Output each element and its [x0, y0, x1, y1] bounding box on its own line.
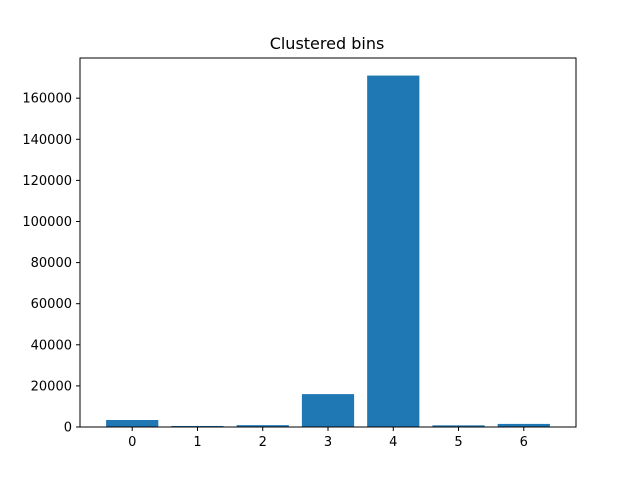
x-tick-label-2: 2 — [259, 435, 267, 450]
y-tick-label-20000: 20000 — [31, 379, 72, 394]
chart-title: Clustered bins — [270, 34, 385, 53]
y-tick-label-0: 0 — [64, 421, 72, 436]
y-tick-label-140000: 140000 — [22, 133, 72, 148]
x-tick-label-4: 4 — [389, 435, 397, 450]
y-tick-label-100000: 100000 — [22, 215, 72, 230]
bars-group — [106, 75, 550, 428]
bar-0 — [106, 420, 159, 427]
bar-5 — [432, 425, 485, 427]
y-tick-label-80000: 80000 — [31, 256, 72, 271]
bar-4 — [367, 75, 420, 428]
x-tick-label-6: 6 — [520, 435, 528, 450]
plot-frame — [79, 57, 577, 428]
y-tick-label-120000: 120000 — [22, 174, 72, 189]
bar-3 — [301, 394, 355, 427]
x-tick-label-0: 0 — [128, 435, 136, 450]
x-axis-ticks: 0 1 2 3 4 5 6 — [128, 427, 528, 450]
bar-6 — [497, 423, 550, 427]
y-tick-label-160000: 160000 — [22, 92, 72, 107]
y-tick-label-40000: 40000 — [31, 338, 72, 353]
y-tick-label-60000: 60000 — [31, 297, 72, 312]
x-tick-label-3: 3 — [324, 435, 332, 450]
x-tick-label-1: 1 — [193, 435, 201, 450]
bar-2 — [236, 425, 289, 427]
bar-1 — [171, 425, 224, 427]
y-axis-ticks: 0 20000 40000 60000 80000 100000 120000 140000 1… — [22, 92, 80, 436]
x-tick-label-5: 5 — [454, 435, 462, 450]
